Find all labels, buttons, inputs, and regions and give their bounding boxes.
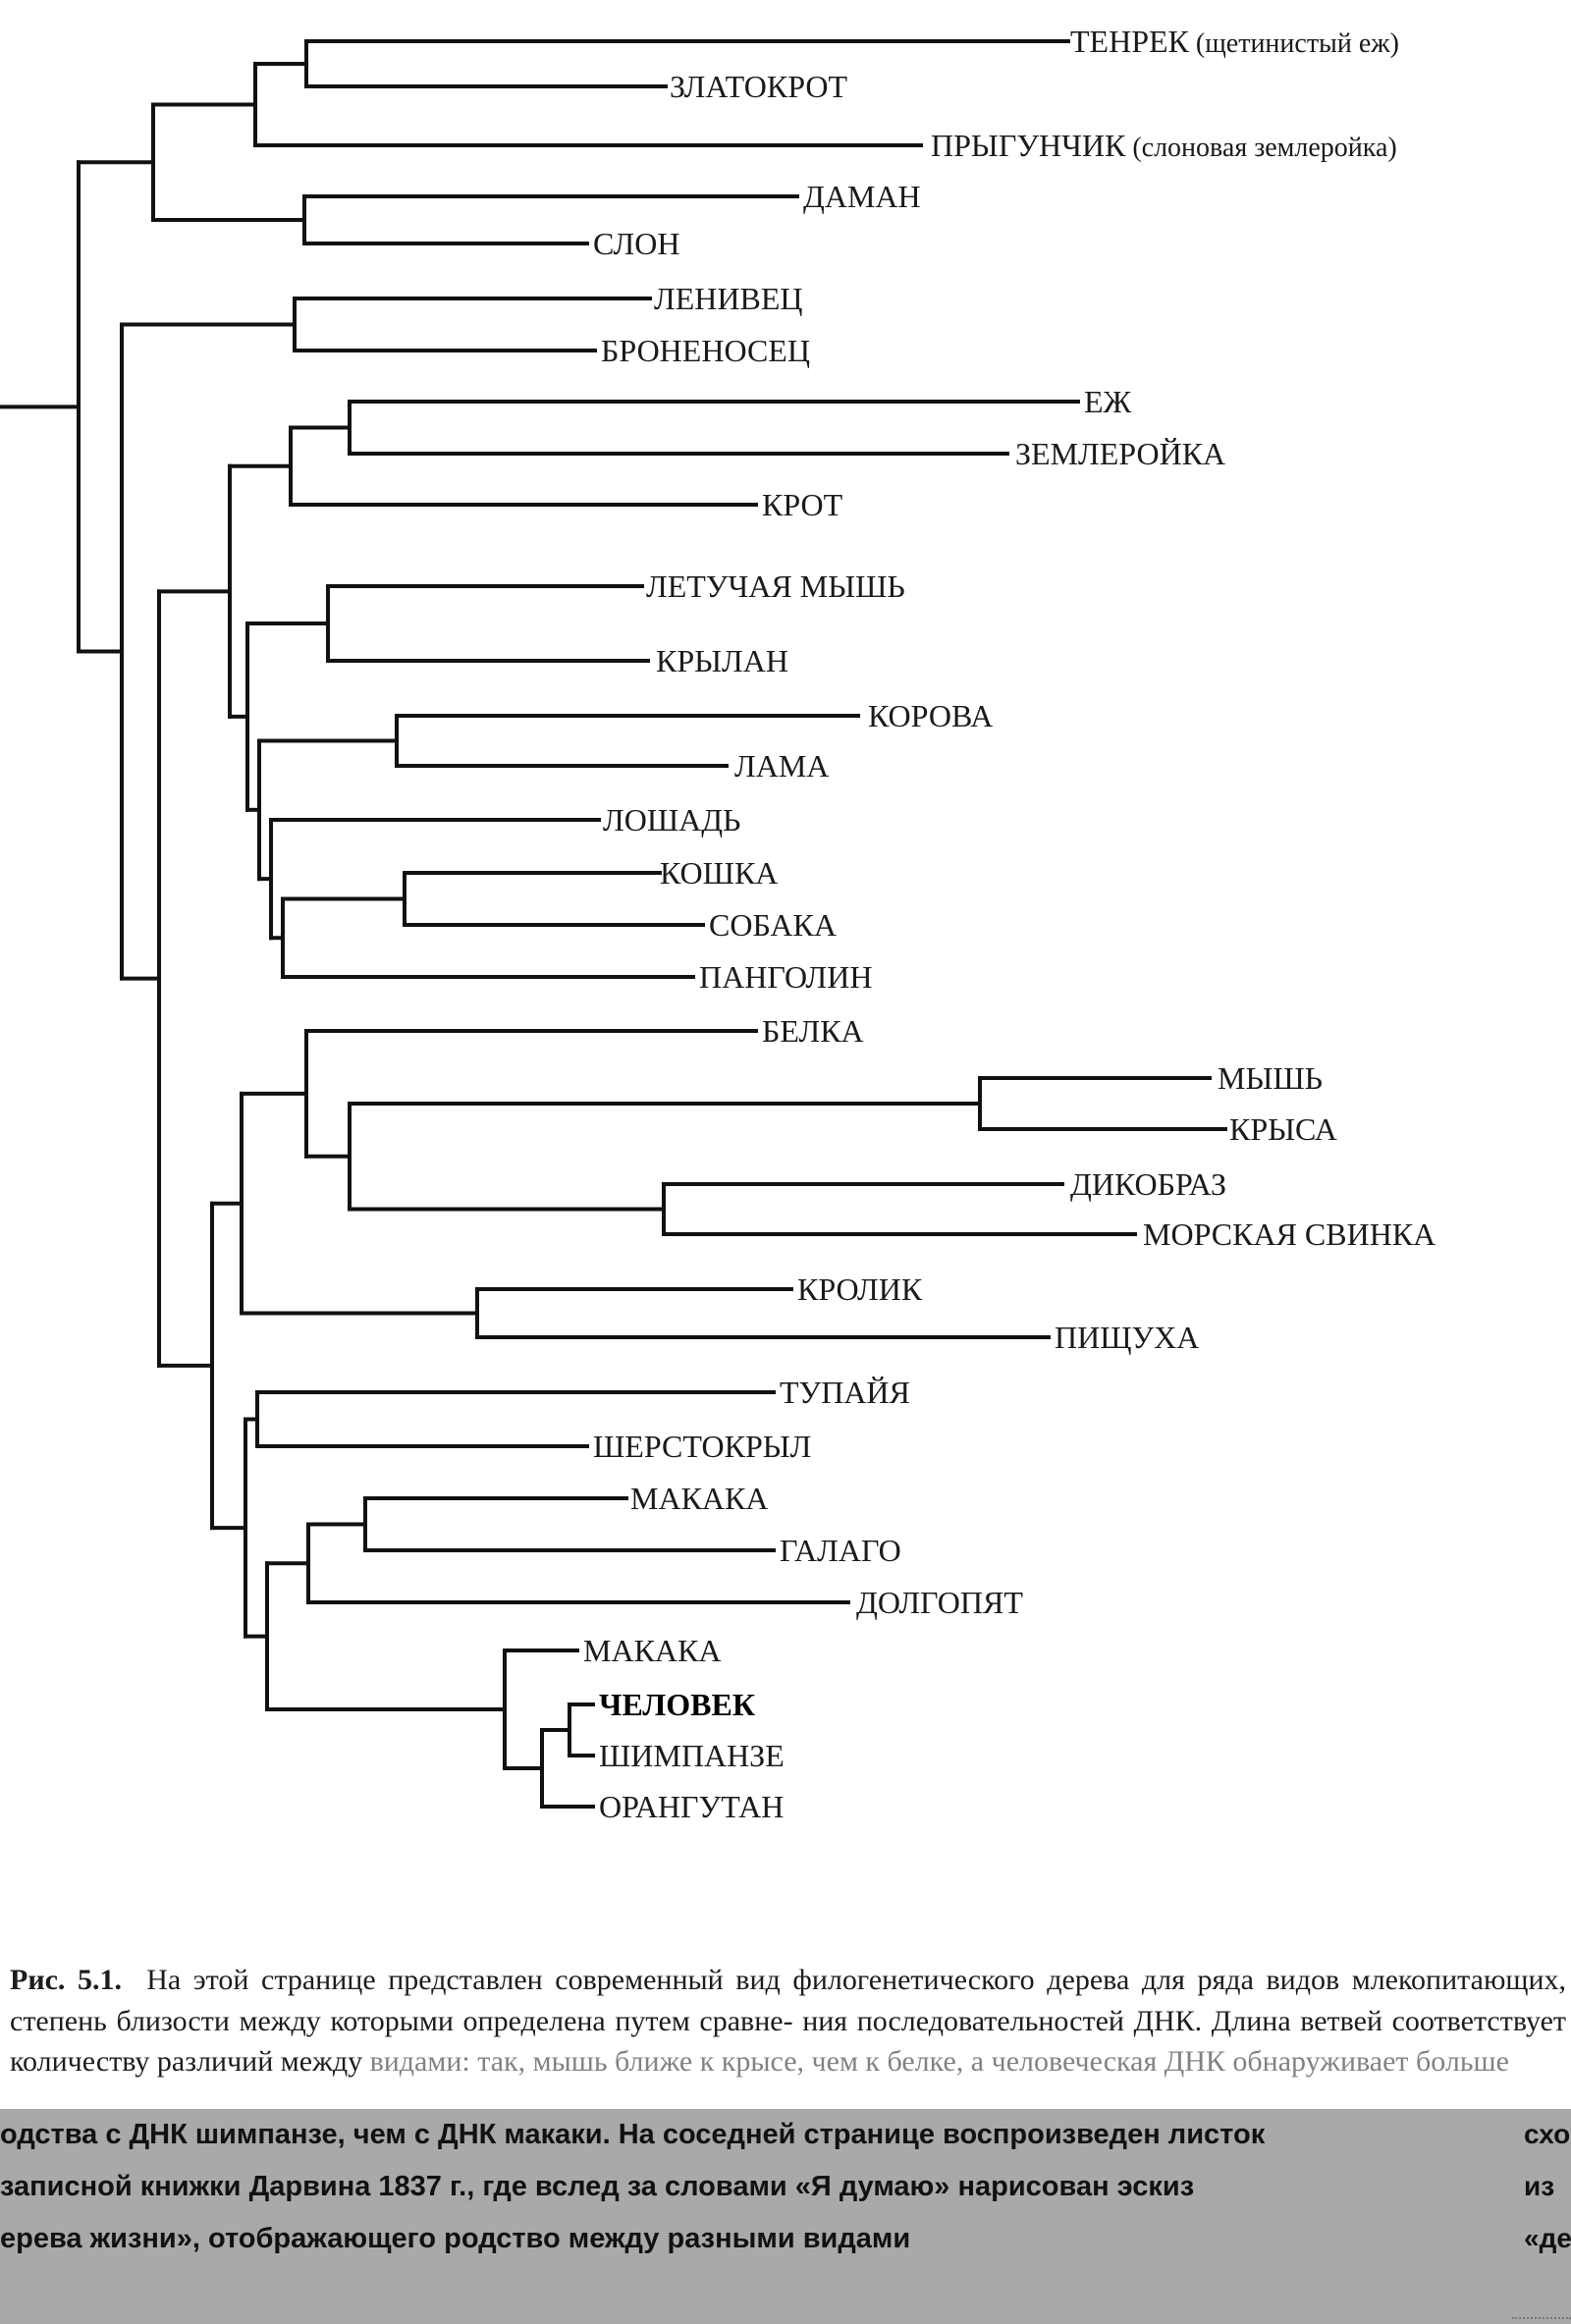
leaf-label-galago: ГАЛАГО [780, 1533, 901, 1568]
leaf-label-letuchaya: ЛЕТУЧАЯ МЫШЬ [646, 568, 905, 604]
leaf-name: МАКАКА [630, 1481, 768, 1516]
leaf-label-krot: КРОТ [762, 487, 843, 522]
overlay-side-2: из [1524, 2171, 1555, 2201]
leaf-name: ДИКОБРАЗ [1070, 1166, 1226, 1202]
leaf-name: ЛОШАДЬ [603, 802, 740, 838]
leaf-name: МЫШЬ [1218, 1060, 1323, 1096]
leaf-label-zemleroyka: ЗЕМЛЕРОЙКА [1015, 436, 1225, 471]
phylogenetic-tree: ТЕНРЕК (щетинистый еж) ЗЛАТОКРОТ ПРЫГУНЧИК… [0, 24, 1436, 1824]
leaf-label-makaka2: МАКАКА [583, 1633, 721, 1668]
overlay-side-3: «де [1524, 2223, 1571, 2253]
leaf-label-mysh: МЫШЬ [1218, 1060, 1323, 1096]
caption-line-3: ния последовательностей ДНК. Длина ветве… [10, 2004, 1567, 2079]
leaf-label-tupaya: ТУПАЙЯ [780, 1375, 910, 1410]
leaf-label-belka: БЕЛКА [762, 1013, 864, 1049]
leaf-name: ЗЕМЛЕРОЙКА [1015, 436, 1225, 471]
leaf-note: (слоновая землеройка) [1125, 133, 1396, 163]
leaf-label-pangolin: ПАНГОЛИН [699, 959, 872, 995]
leaf-label-krysa: КРЫСА [1229, 1111, 1337, 1147]
leaf-name: ГАЛАГО [780, 1533, 901, 1568]
figure-caption: Рис. 5.1. На этой странице представлен с… [10, 1960, 1566, 2082]
leaf-label-lenivets: ЛЕНИВЕЦ [654, 281, 802, 316]
figure-number: Рис. 5.1. [10, 1964, 123, 1996]
leaf-label-loshad: ЛОШАДЬ [603, 802, 740, 838]
leaf-name: ПАНГОЛИН [699, 959, 872, 995]
leaf-label-svinka: МОРСКАЯ СВИНКА [1143, 1216, 1436, 1252]
leaf-label-daman: ДАМАН [803, 179, 921, 214]
leaf-label-lama: ЛАМА [734, 748, 829, 784]
leaf-label-ezh: ЕЖ [1084, 384, 1132, 419]
overlay-line-3: ерева жизни», отображающего родство межд… [0, 2223, 911, 2254]
leaf-name: ДАМАН [803, 179, 921, 214]
leaf-name: ТУПАЙЯ [780, 1375, 910, 1410]
leaf-name: КОШКА [660, 855, 778, 891]
tree-branches [0, 39, 1227, 1809]
leaf-name: ПИЩУХА [1055, 1320, 1199, 1355]
leaf-name: МАКАКА [583, 1633, 721, 1668]
leaf-name: ТЕНРЕК [1070, 24, 1190, 59]
leaf-name: ЛЕТУЧАЯ МЫШЬ [646, 568, 905, 604]
leaf-label-dolgopyat: ДОЛГОПЯТ [856, 1585, 1023, 1620]
leaf-name: ПРЫГУНЧИК [931, 128, 1126, 163]
leaf-name: ЗЛАТОКРОТ [670, 69, 848, 104]
overlay-side-1: схо [1524, 2119, 1571, 2149]
leaf-name: СОБАКА [709, 907, 837, 943]
leaf-label-slon: СЛОН [593, 226, 679, 261]
leaf-label-koshka: КОШКА [660, 855, 778, 891]
leaf-label-dikobraz: ДИКОБРАЗ [1070, 1166, 1226, 1202]
leaf-label-shimpanze: ШИМПАНЗЕ [599, 1738, 785, 1773]
leaf-name: БРОНЕНОСЕЦ [601, 333, 810, 368]
caption-line-2: ряда видов млекопитающих, степень близос… [10, 1964, 1567, 2037]
leaf-name: ОРАНГУТАН [599, 1789, 784, 1824]
leaf-label-pishchukha: ПИЩУХА [1055, 1320, 1199, 1355]
leaf-label-bronenosets: БРОНЕНОСЕЦ [601, 333, 810, 368]
leaf-name: ЕЖ [1084, 384, 1132, 419]
leaf-name: КРОТ [762, 487, 843, 522]
leaf-label-orangutan: ОРАНГУТАН [599, 1789, 784, 1824]
leaf-name: БЕЛКА [762, 1013, 864, 1049]
leaf-label-zlatokrot: ЗЛАТОКРОТ [670, 69, 848, 104]
leaf-label-tenrek: ТЕНРЕК (щетинистый еж) [1070, 24, 1399, 59]
leaf-label-makaka1: МАКАКА [630, 1481, 768, 1516]
leaf-name: КРЫСА [1229, 1111, 1337, 1147]
leaf-name: КОРОВА [868, 698, 993, 733]
leaf-name: КРЫЛАН [656, 643, 788, 678]
leaf-label-krylan: КРЫЛАН [656, 643, 788, 678]
leaf-note: (щетинистый еж) [1189, 28, 1399, 59]
leaf-name: ШИМПАНЗЕ [599, 1738, 785, 1773]
leaf-name: СЛОН [593, 226, 679, 261]
leaf-name: МОРСКАЯ СВИНКА [1143, 1216, 1436, 1252]
leaf-name: ДОЛГОПЯТ [856, 1585, 1023, 1620]
leaf-label-sobaka: СОБАКА [709, 907, 837, 943]
leaf-name: ЛАМА [734, 748, 829, 784]
leaf-label-sherstokryl: ШЕРСТОКРЫЛ [593, 1429, 811, 1464]
leaf-name: ШЕРСТОКРЫЛ [593, 1429, 811, 1464]
overlay-line-1: одства с ДНК шимпанзе, чем с ДНК макаки.… [0, 2119, 1266, 2150]
tree-leaf-labels: ТЕНРЕК (щетинистый еж) ЗЛАТОКРОТ ПРЫГУНЧИК… [583, 24, 1436, 1824]
leaf-label-prygunchik: ПРЫГУНЧИК (слоновая землеройка) [931, 128, 1397, 163]
leaf-label-korova: КОРОВА [868, 698, 993, 733]
leaf-name: КРОЛИК [797, 1271, 923, 1307]
caption-overlay-band [0, 2109, 1571, 2324]
dotted-rule [1512, 2317, 1571, 2319]
leaf-name: ЛЕНИВЕЦ [654, 281, 802, 316]
overlay-line-2: записной книжки Дарвина 1837 г., где всл… [0, 2171, 1195, 2202]
leaf-label-chelovek: ЧЕЛОВЕК [599, 1687, 755, 1722]
caption-line-1: На этой странице представлен современный… [146, 1964, 1185, 1996]
caption-line-4: видами: так, мышь ближе к крысе, чем к б… [369, 2045, 1509, 2078]
leaf-name: ЧЕЛОВЕК [599, 1687, 755, 1722]
leaf-label-krolik: КРОЛИК [797, 1271, 923, 1307]
